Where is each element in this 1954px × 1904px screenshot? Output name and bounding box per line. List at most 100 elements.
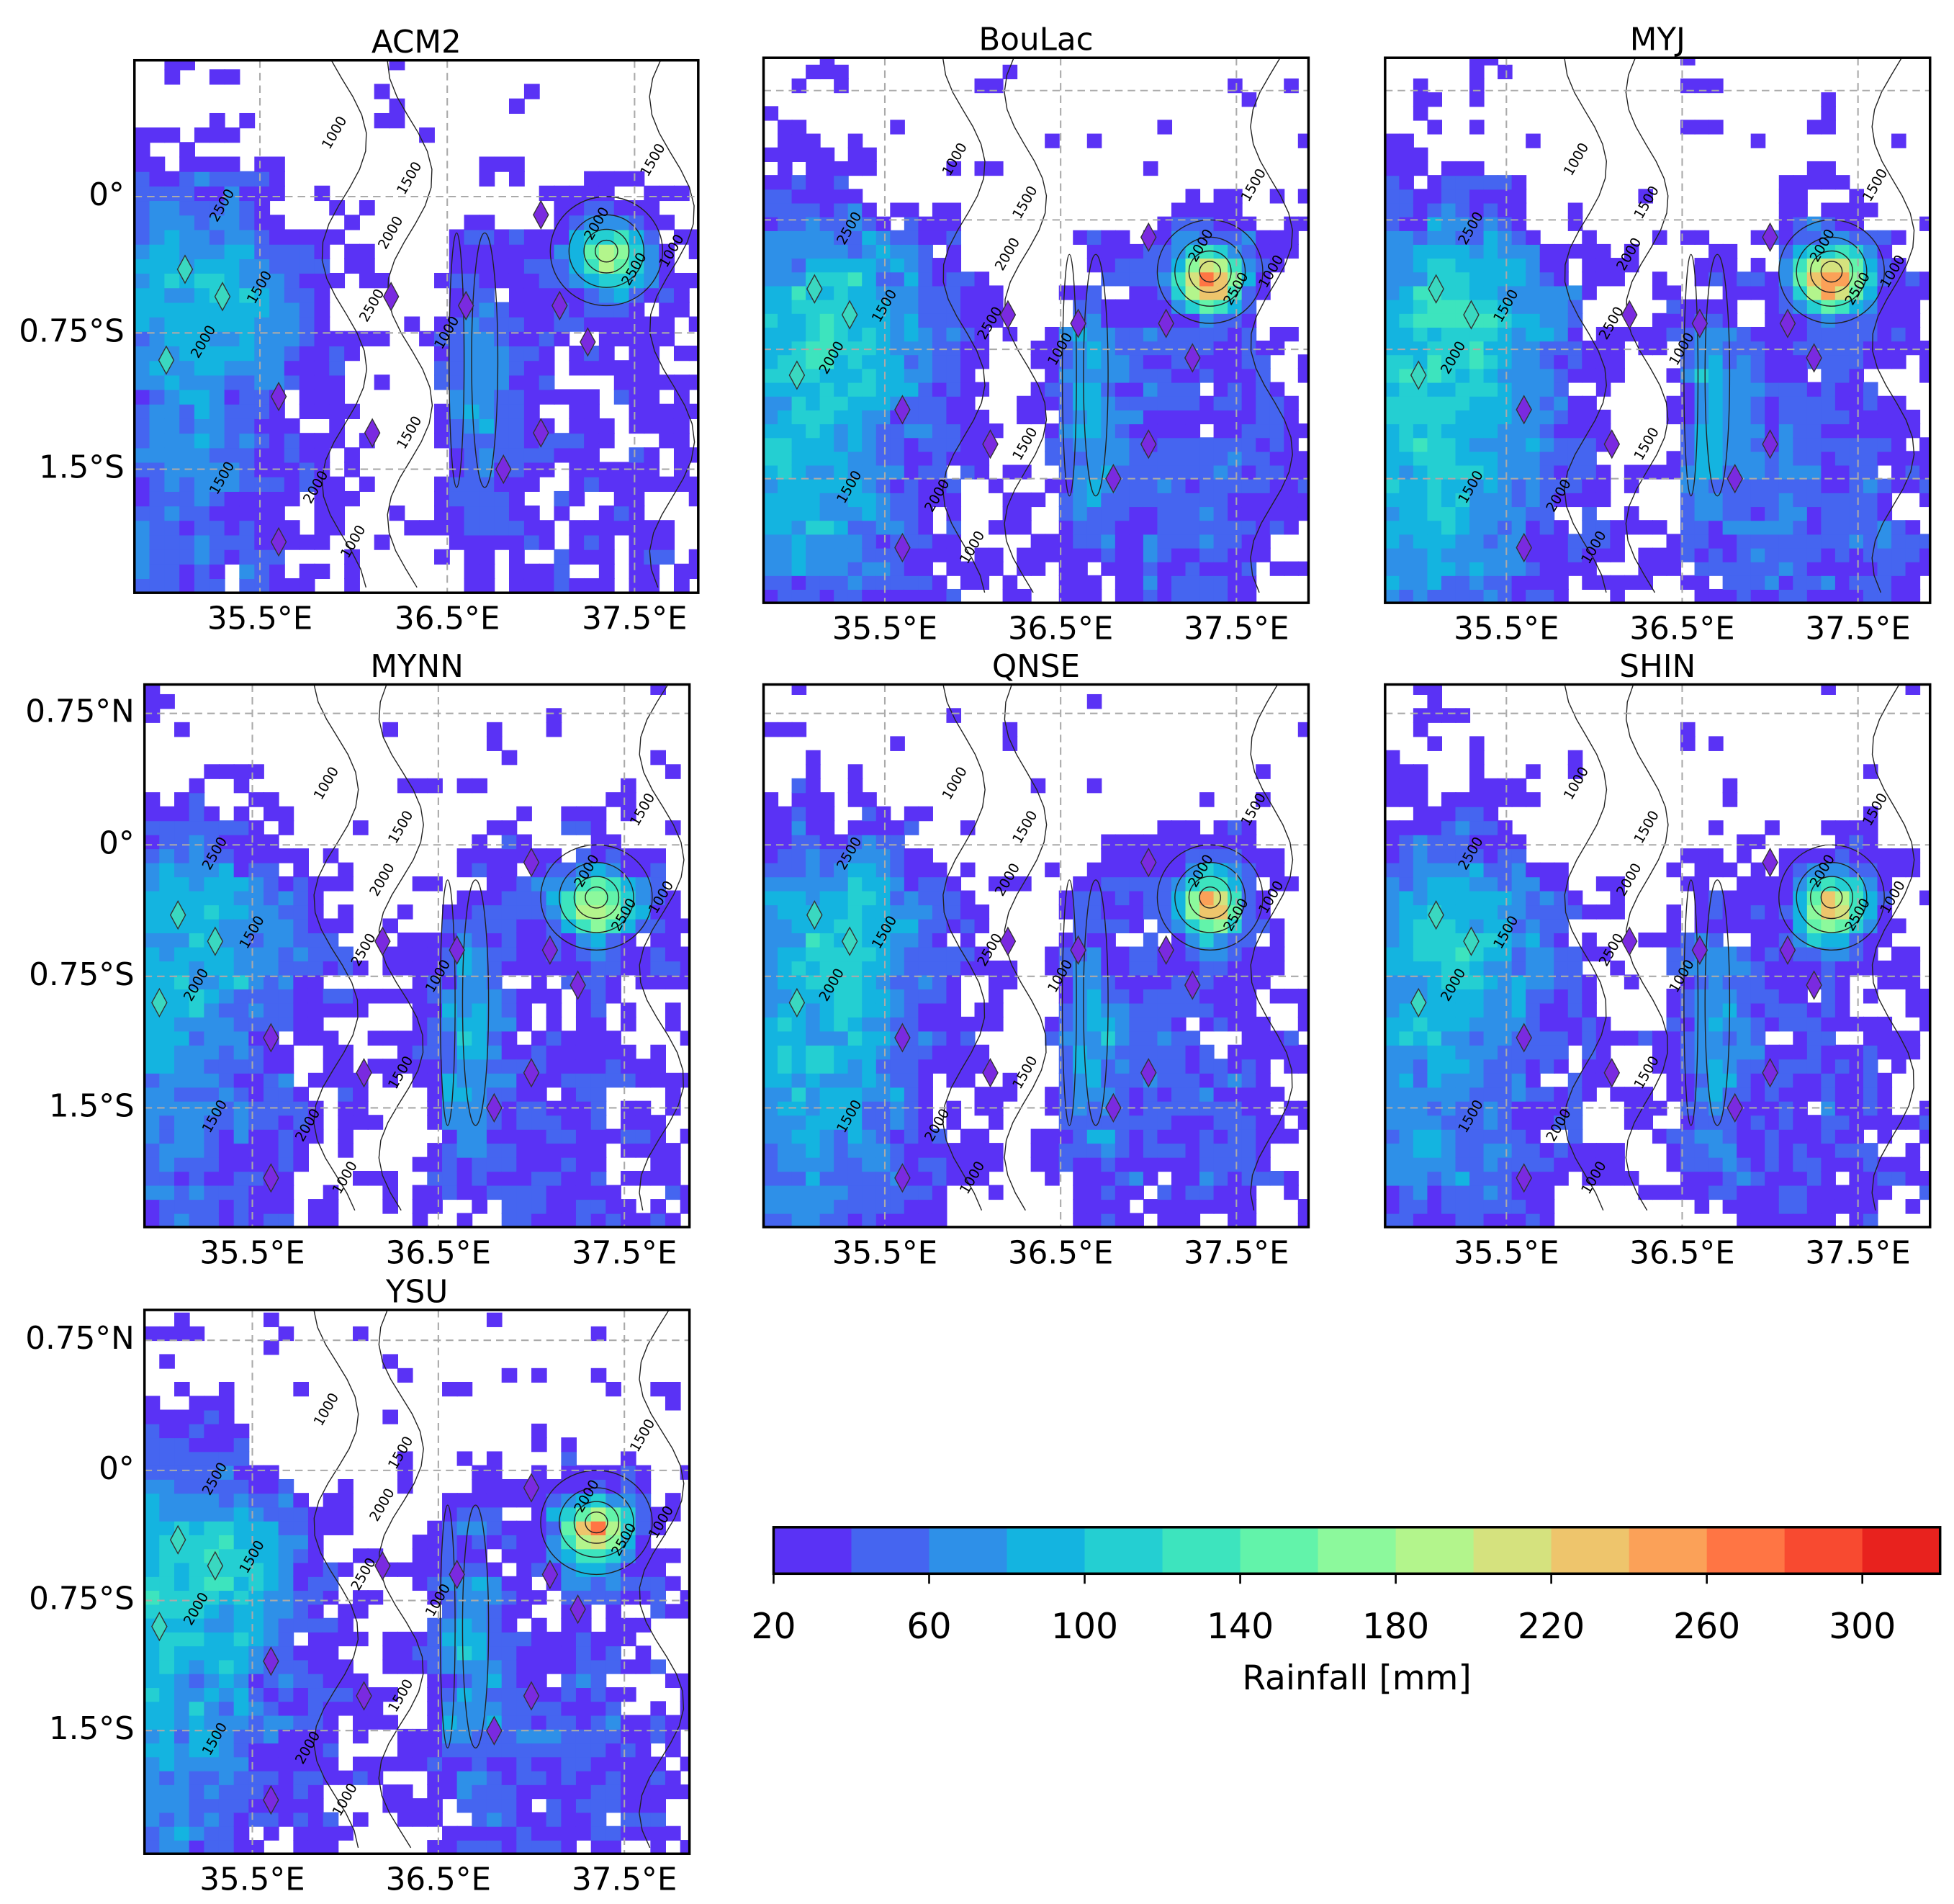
- rain-cell: [1213, 285, 1229, 300]
- rain-cell: [1129, 1044, 1144, 1060]
- rain-cell: [763, 216, 779, 231]
- rain-cell: [204, 988, 220, 1004]
- rain-cell: [960, 395, 976, 410]
- rain-cell: [1399, 464, 1414, 480]
- rain-cell: [501, 1213, 518, 1227]
- rain-cell: [1129, 1100, 1144, 1116]
- rain-cell: [284, 331, 300, 347]
- rain-cell: [904, 368, 919, 383]
- rain-cell: [834, 78, 849, 94]
- rain-cell: [806, 409, 821, 425]
- rain-cell: [1778, 230, 1794, 245]
- rain-cell: [847, 904, 863, 920]
- rain-cell: [149, 578, 166, 593]
- rain-cell: [1652, 230, 1667, 245]
- rain-cell: [239, 215, 256, 230]
- rain-cell: [404, 520, 420, 536]
- rain-cell: [323, 932, 339, 948]
- rain-cell: [561, 876, 577, 892]
- rain-cell: [834, 189, 849, 204]
- station-marker: [541, 935, 559, 965]
- rain-cell: [516, 1199, 532, 1214]
- rain-cell: [159, 1016, 175, 1032]
- rain-cell: [1427, 1002, 1443, 1018]
- rain-cell: [299, 374, 315, 390]
- rain-cell: [613, 331, 630, 347]
- rain-cell: [189, 1115, 205, 1130]
- rain-cell: [1115, 1044, 1130, 1060]
- rain-cell: [1511, 464, 1527, 480]
- rain-cell: [1002, 722, 1018, 737]
- rain-cell: [1511, 588, 1527, 603]
- rain-cell: [847, 258, 863, 273]
- rain-cell: [1554, 340, 1569, 356]
- rain-cell: [382, 1170, 398, 1186]
- rain-cell: [806, 1002, 821, 1018]
- rain-cell: [264, 974, 279, 989]
- rain-cell: [763, 988, 779, 1004]
- rain-cell: [254, 578, 271, 593]
- rain-cell: [329, 476, 346, 492]
- rain-cell: [1256, 1072, 1271, 1088]
- rain-cell: [224, 505, 240, 521]
- rain-cell: [862, 395, 877, 410]
- rain-cell: [1595, 340, 1611, 356]
- rain-cell: [278, 848, 294, 863]
- rain-cell: [1821, 354, 1836, 369]
- rain-cell: [344, 563, 360, 580]
- rain-cell: [575, 1100, 592, 1116]
- rain-cell: [293, 890, 309, 906]
- rain-cell: [1441, 588, 1457, 603]
- rain-cell: [293, 974, 309, 989]
- rain-cell: [659, 418, 675, 434]
- rain-cell: [239, 447, 256, 463]
- rain-cell: [1228, 918, 1243, 934]
- rain-cell: [1058, 561, 1074, 576]
- rain-cell: [427, 876, 443, 892]
- rain-cell: [1455, 1115, 1471, 1130]
- rain-cell: [1185, 904, 1201, 920]
- rain-cell: [134, 127, 150, 143]
- rain-cell: [918, 534, 933, 549]
- rain-cell: [1455, 395, 1471, 410]
- rain-cell: [819, 243, 835, 259]
- rain-cell: [269, 272, 285, 289]
- rain-cell: [875, 1199, 891, 1214]
- rain-cell: [1806, 409, 1822, 425]
- rain-cell: [1256, 1115, 1271, 1130]
- rain-cell: [1058, 1059, 1074, 1074]
- rain-cell: [554, 549, 570, 565]
- rain-cell: [1058, 547, 1074, 562]
- rain-cell: [1171, 437, 1187, 452]
- station-marker: [533, 418, 549, 448]
- rain-cell: [1778, 395, 1794, 410]
- rain-cell: [1919, 451, 1930, 466]
- rain-cell: [862, 1115, 877, 1130]
- rain-cell: [1919, 271, 1930, 287]
- rain-cell: [1002, 464, 1018, 480]
- rain-cell: [1241, 988, 1257, 1004]
- rain-cell: [1455, 1002, 1471, 1018]
- rain-cell: [307, 988, 324, 1004]
- rain-cell: [1297, 988, 1309, 1004]
- rain-cell: [494, 505, 510, 521]
- rain-cell: [1483, 189, 1499, 204]
- rain-cell: [1793, 368, 1808, 383]
- rain-cell: [1821, 547, 1836, 562]
- rain-cell: [1073, 876, 1088, 892]
- rain-cell: [1526, 340, 1541, 356]
- rain-cell: [194, 447, 210, 463]
- rain-cell: [904, 820, 919, 835]
- rain-cell: [1483, 216, 1499, 231]
- rain-cell: [862, 890, 877, 906]
- rain-cell: [1385, 161, 1400, 176]
- rain-cell: [1228, 464, 1243, 480]
- rain-cell: [1793, 423, 1808, 439]
- rain-cell: [918, 1170, 933, 1186]
- rain-cell: [239, 433, 256, 449]
- station-marker: [841, 926, 858, 956]
- rain-cell: [359, 200, 375, 216]
- rain-cell: [1256, 354, 1271, 369]
- rain-cell: [456, 1170, 473, 1186]
- rain-cell: [149, 229, 166, 245]
